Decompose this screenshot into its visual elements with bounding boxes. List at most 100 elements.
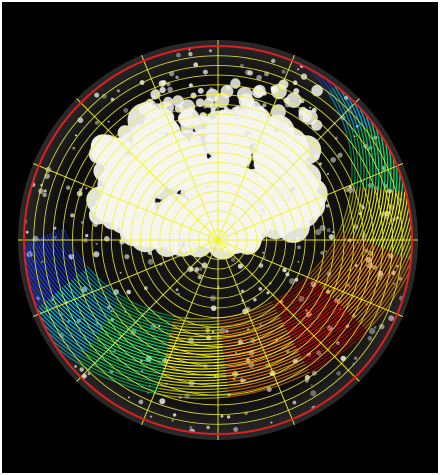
- band-segment: [221, 333, 232, 337]
- band-segment: [389, 94, 396, 107]
- band-segment: [422, 112, 425, 125]
- band-segment: [418, 221, 422, 234]
- cloud-patch: [270, 104, 286, 120]
- band-segment: [72, 326, 84, 335]
- band-segment: [362, 21, 371, 31]
- band-segment: [238, 317, 249, 322]
- cloud-patch: [227, 199, 261, 233]
- band-segment: [136, 332, 148, 338]
- band-segment: [339, 280, 348, 290]
- band-segment: [345, 204, 349, 214]
- band-segment: [305, 278, 314, 287]
- band-segment: [315, 76, 323, 85]
- cloud-patch: [136, 215, 141, 220]
- band-segment: [374, 199, 378, 211]
- band-segment: [399, 104, 405, 117]
- band-segment: [322, 57, 331, 66]
- band-segment: [314, 37, 322, 44]
- band-segment: [392, 93, 399, 106]
- band-segment: [289, 329, 301, 337]
- band-segment: [285, 322, 296, 329]
- band-segment: [308, 314, 318, 322]
- band-segment: [106, 371, 120, 378]
- cloud-patch: [43, 189, 47, 193]
- band-segment: [342, 3, 352, 12]
- band-segment: [410, 154, 412, 167]
- band-segment: [2, 270, 4, 282]
- cloud-patch: [297, 245, 301, 250]
- band-segment: [253, 330, 264, 336]
- band-segment: [99, 279, 108, 287]
- cloud-patch: [326, 228, 331, 233]
- band-segment: [339, 94, 346, 104]
- band-segment: [345, 257, 353, 268]
- band-segment: [371, 136, 375, 147]
- cloud-patch: [375, 153, 377, 155]
- band-segment: [389, 50, 398, 64]
- cloud-patch: [100, 200, 106, 207]
- band-segment: [308, 26, 317, 33]
- band-segment: [66, 355, 80, 365]
- band-segment: [430, 194, 432, 208]
- band-segment: [260, 352, 273, 358]
- band-segment: [24, 306, 26, 319]
- band-segment: [357, 312, 368, 323]
- band-segment: [276, 359, 289, 365]
- band-segment: [354, 73, 362, 84]
- band-segment: [80, 317, 91, 326]
- band-segment: [289, 289, 298, 296]
- band-segment: [337, 331, 349, 341]
- band-segment: [345, 319, 357, 330]
- cloud-patch: [193, 62, 199, 68]
- band-segment: [279, 335, 291, 342]
- cloud-patch: [292, 400, 297, 405]
- band-segment: [378, 277, 387, 289]
- band-segment: [291, 361, 305, 369]
- band-segment: [356, 278, 365, 289]
- band-segment: [401, 230, 408, 243]
- band-segment: [386, 251, 393, 264]
- cloud-patch: [309, 106, 312, 109]
- band-segment: [371, 125, 376, 136]
- band-segment: [400, 216, 405, 229]
- band-segment: [26, 268, 35, 280]
- band-segment: [377, 235, 384, 247]
- band-segment: [364, 46, 374, 48]
- band-segment: [367, 17, 376, 27]
- band-segment: [53, 266, 61, 276]
- band-segment: [377, 58, 385, 71]
- band-segment: [49, 282, 58, 292]
- band-segment: [356, 139, 360, 150]
- band-segment: [372, 62, 380, 74]
- band-segment: [357, 57, 366, 68]
- band-segment: [91, 303, 101, 311]
- band-segment: [352, 74, 359, 85]
- band-segment: [60, 303, 70, 313]
- band-segment: [419, 140, 421, 153]
- band-segment: [43, 272, 51, 283]
- cloud-patch: [354, 356, 358, 360]
- band-segment: [319, 309, 329, 318]
- band-segment: [266, 334, 278, 341]
- band-segment: [387, 82, 394, 95]
- band-segment: [376, 46, 386, 55]
- band-segment: [399, 257, 407, 271]
- band-segment: [328, 341, 341, 351]
- band-segment: [332, 261, 340, 271]
- band-segment: [112, 310, 122, 317]
- band-segment: [254, 305, 264, 310]
- band-segment: [419, 113, 422, 126]
- band-segment: [369, 15, 379, 25]
- cloud-patch: [262, 251, 264, 254]
- cloud-patch: [281, 190, 286, 195]
- band-segment: [403, 116, 408, 130]
- band-segment: [354, 276, 362, 287]
- cloud-patch: [147, 105, 159, 118]
- band-segment: [323, 268, 332, 277]
- band-segment: [422, 126, 424, 139]
- band-segment: [344, 46, 354, 47]
- band-segment: [394, 63, 402, 77]
- band-segment: [367, 65, 375, 77]
- band-segment: [313, 286, 323, 295]
- cloud-patch: [197, 120, 203, 126]
